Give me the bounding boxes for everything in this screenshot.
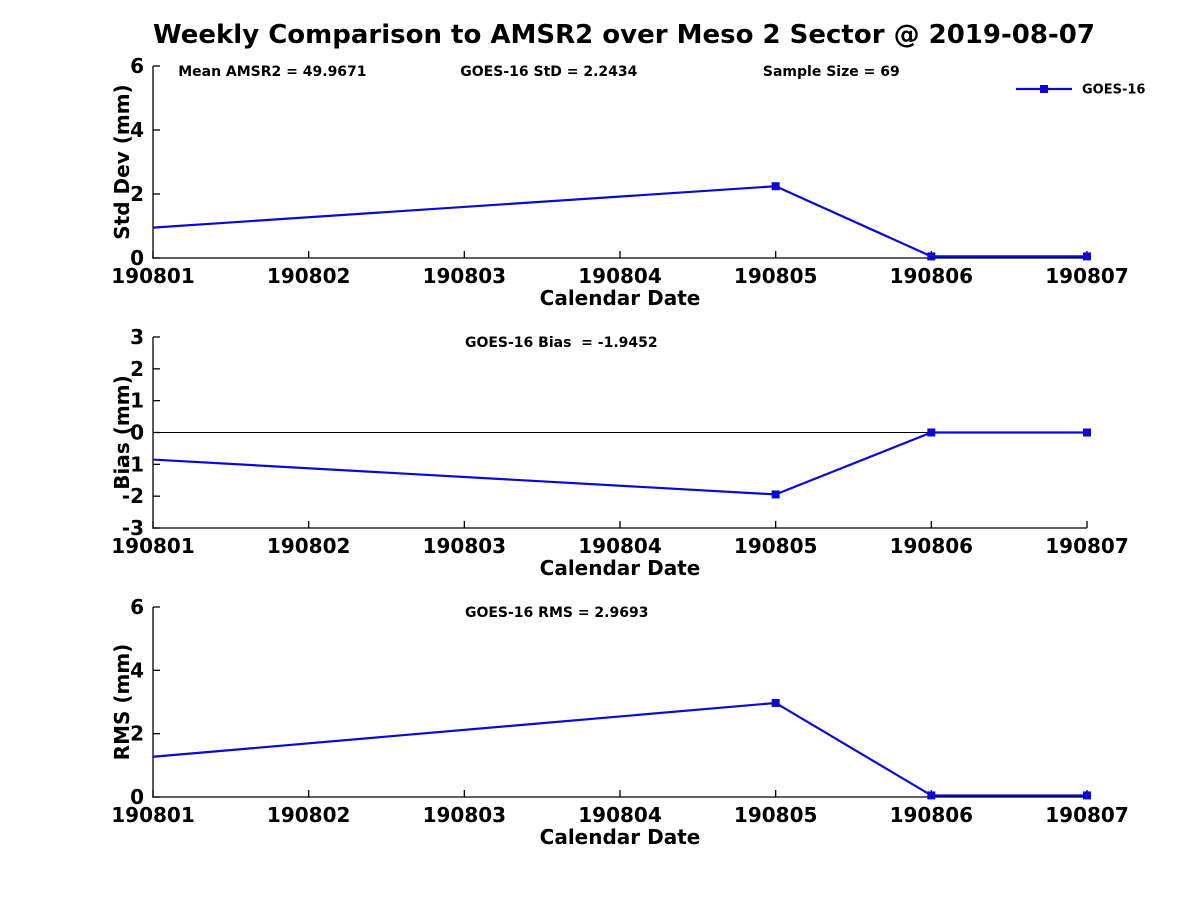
data-point-marker	[771, 182, 780, 191]
y-tick-label: 0	[130, 421, 144, 445]
y-axis-label: Std Dev (mm)	[110, 84, 134, 239]
annotation: GOES-16 Bias = -1.9452	[465, 335, 658, 351]
y-tick-label: 2	[130, 357, 144, 381]
x-tick-label: 190804	[578, 264, 662, 288]
x-tick-label: 190801	[111, 534, 195, 558]
x-tick-label: 190805	[734, 534, 818, 558]
y-tick-label: 2	[130, 182, 144, 206]
y-tick-label: 6	[130, 54, 144, 78]
data-point-marker	[771, 698, 780, 707]
x-tick-label: 190806	[890, 264, 974, 288]
x-tick-label: 190803	[423, 803, 507, 827]
data-point-marker	[927, 252, 936, 261]
chart-title: Weekly Comparison to AMSR2 over Meso 2 S…	[153, 20, 1095, 50]
y-tick-label: 1	[130, 389, 144, 413]
x-tick-label: 190805	[734, 264, 818, 288]
x-tick-label: 190804	[578, 534, 662, 558]
x-tick-label: 190804	[578, 803, 662, 827]
annotation: Sample Size = 69	[763, 64, 900, 80]
y-tick-label: 6	[130, 595, 144, 619]
data-point-marker	[1083, 791, 1091, 800]
y-tick-label: -2	[122, 484, 144, 508]
data-point-marker	[927, 428, 936, 437]
series-line	[152, 431, 1087, 496]
x-tick-label: 190805	[734, 803, 818, 827]
y-tick-label: 0	[130, 246, 144, 270]
x-tick-label: 190803	[423, 534, 507, 558]
x-tick-label: 190801	[111, 264, 195, 288]
x-tick-label: 190807	[1045, 264, 1129, 288]
y-tick-label: 3	[130, 325, 144, 349]
series-line	[152, 701, 1087, 797]
data-point-marker	[1083, 252, 1091, 261]
y-tick-label: -1	[122, 452, 144, 476]
y-tick-label: -3	[122, 516, 144, 540]
data-point-marker	[927, 791, 936, 800]
x-axis-label: Calendar Date	[540, 825, 701, 849]
subplot-rms: 190801 190802 190803 190804 190805 190806 1908…	[110, 595, 1129, 849]
legend-marker	[1040, 85, 1048, 93]
x-tick-label: 190806	[890, 803, 974, 827]
y-axis-label: RMS (mm)	[110, 644, 134, 761]
x-tick-label: 190807	[1045, 534, 1129, 558]
series-line	[152, 185, 1087, 258]
data-point-marker	[771, 490, 780, 499]
subplot-bias: 190801 190802 190803 190804 190805 190806 1908…	[110, 325, 1129, 580]
y-tick-label: 4	[130, 118, 144, 142]
y-tick-label: 2	[130, 722, 144, 746]
x-tick-label: 190803	[423, 264, 507, 288]
x-tick-label: 190801	[111, 803, 195, 827]
x-tick-label: 190802	[267, 803, 351, 827]
x-tick-label: 190802	[267, 534, 351, 558]
y-tick-label: 4	[130, 658, 144, 682]
legend-label: GOES-16	[1082, 83, 1145, 98]
y-axis-label: Bias (mm)	[110, 375, 134, 489]
annotation: GOES-16 StD = 2.2434	[460, 64, 637, 80]
annotation: Mean AMSR2 = 49.9671	[178, 64, 366, 80]
y-tick-label: 0	[130, 785, 144, 809]
x-tick-label: 190802	[267, 264, 351, 288]
x-axis-label: Calendar Date	[540, 286, 701, 310]
x-axis-label: Calendar Date	[540, 556, 701, 580]
subplot-std-dev: 190801 190802 190803 190804 190805 190806 1908…	[110, 54, 1145, 310]
annotation: GOES-16 RMS = 2.9693	[465, 605, 649, 621]
x-tick-label: 190807	[1045, 803, 1129, 827]
data-point-marker	[1083, 428, 1091, 437]
x-tick-label: 190806	[890, 534, 974, 558]
